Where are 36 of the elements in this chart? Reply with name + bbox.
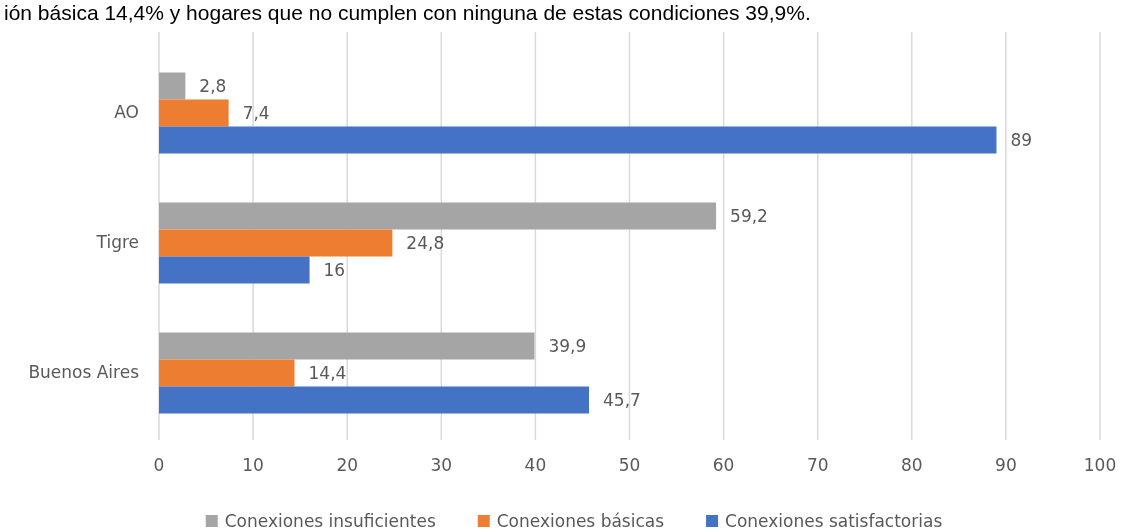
x-tick-label: 70 <box>806 455 829 475</box>
bar <box>159 332 535 360</box>
y-tick-label: Tigre <box>95 232 139 252</box>
text: ión básica 14,4% y hogares que no cumplen con ninguna de estas condiciones 39,9%. <box>4 1 811 24</box>
data-label: 7,4 <box>242 103 270 123</box>
bar <box>159 72 186 100</box>
x-tick-label: 100 <box>1083 455 1117 475</box>
x-tick-label: 90 <box>995 455 1017 475</box>
bar <box>159 359 295 387</box>
x-tick-label: 10 <box>242 455 264 475</box>
x-tick-label: 80 <box>900 455 923 475</box>
bar <box>159 256 310 284</box>
y-tick-label: Buenos Aires <box>28 362 140 382</box>
x-tick-label: 0 <box>153 455 165 475</box>
data-label: 24,8 <box>406 233 445 253</box>
data-label: 45,7 <box>603 390 641 410</box>
bar <box>159 99 229 127</box>
data-label: 39,9 <box>548 336 587 356</box>
x-tick-label: 30 <box>430 455 453 475</box>
x-tick-label: 40 <box>524 455 547 475</box>
data-label: 59,2 <box>730 206 768 226</box>
bar <box>159 126 997 154</box>
legend-label: Conexiones básicas <box>496 511 665 531</box>
x-tick-label: 60 <box>712 455 735 475</box>
bar <box>159 202 717 230</box>
y-tick-label: AO <box>114 102 139 122</box>
legend-label: Conexiones insuficientes <box>224 511 436 531</box>
bar <box>159 386 590 414</box>
data-label: 2,8 <box>199 76 227 96</box>
x-tick-label: 50 <box>618 455 641 475</box>
data-label: 16 <box>323 260 346 280</box>
bar <box>159 229 393 257</box>
data-label: 14,4 <box>308 363 347 383</box>
data-label: 89 <box>1010 130 1033 150</box>
legend-label: Conexiones satisfactorias <box>725 511 943 531</box>
x-tick-label: 20 <box>336 455 359 475</box>
